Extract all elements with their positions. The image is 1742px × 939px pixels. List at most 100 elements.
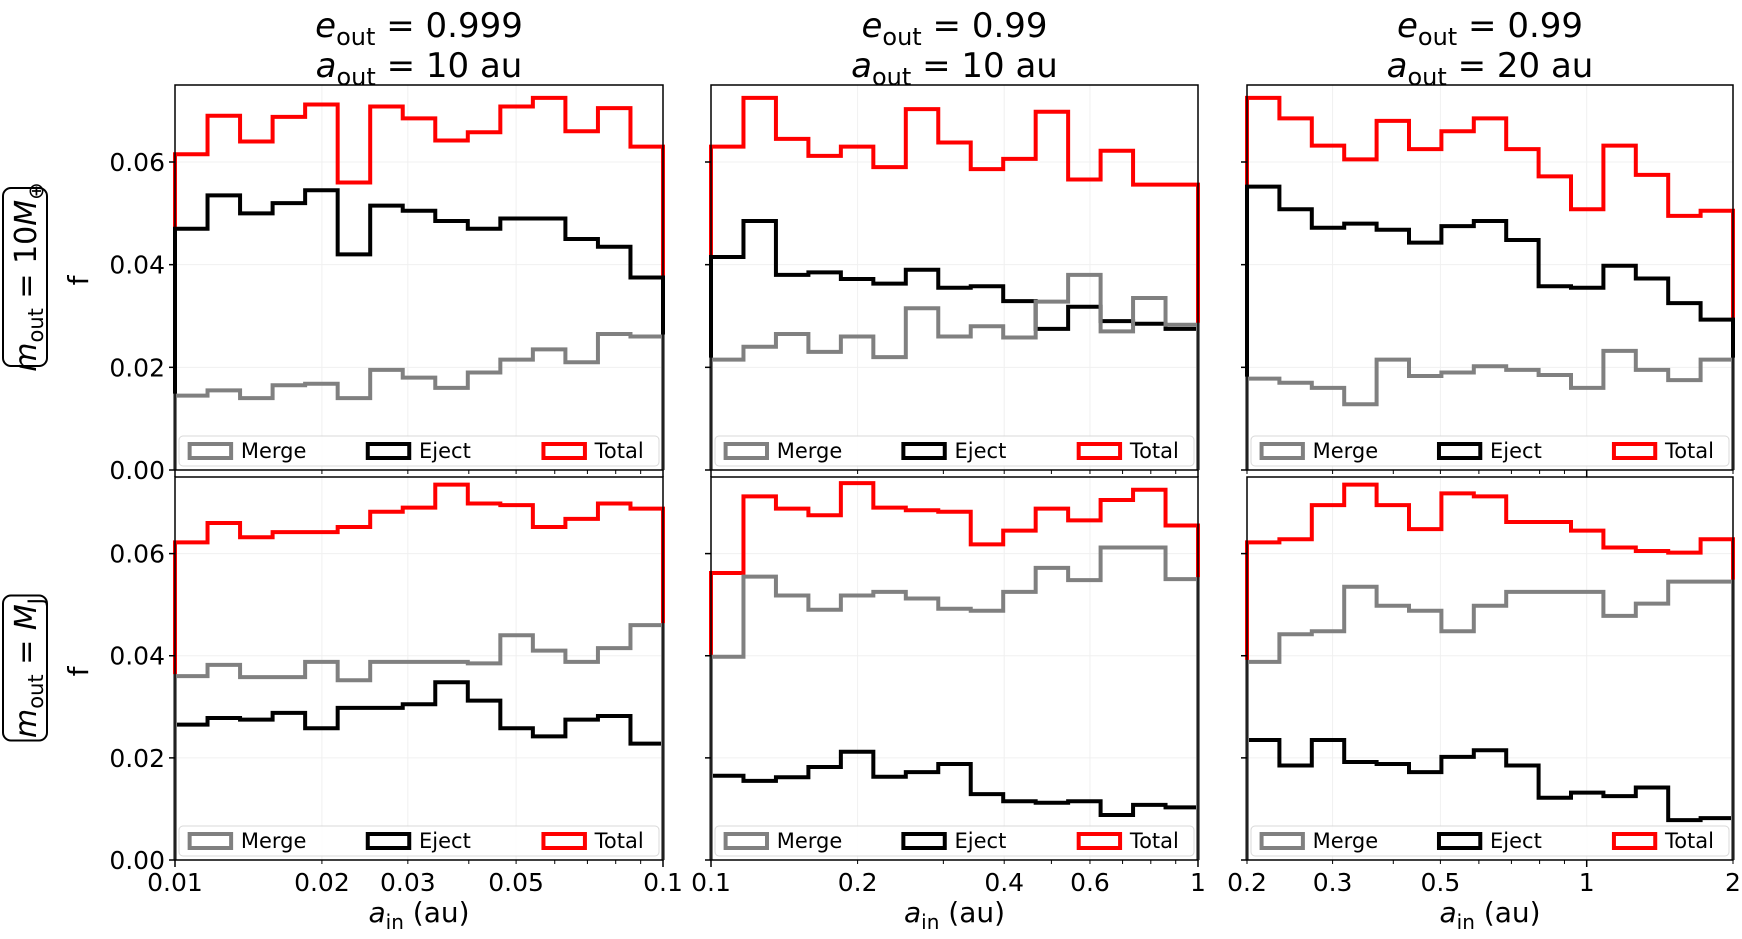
x-tick-label: 0.2 [1227,868,1267,897]
column-title-e-0: eout = 0.999 [315,6,523,51]
panel-r1-c2: 0.2 0.3 0.5 1 2 Merge Eject Total [1227,476,1741,897]
row-label-text: mout = 10M⊕ [9,182,48,372]
legend: Merge Eject Total [714,435,1195,467]
x-tick-label: 0.03 [380,868,436,897]
x-tick-label: 0.3 [1313,868,1353,897]
legend-label-total: Total [594,439,644,463]
row-label-box [2,187,48,367]
legend-box [1250,825,1730,857]
row-label-0: mout = 10M⊕ [2,182,48,372]
x-tick-label: 0.02 [294,868,350,897]
histogram-eject [1245,737,1735,860]
column-title-e-2: eout = 0.99 [1397,6,1583,51]
legend-box [714,825,1195,857]
column-title-e-1: eout = 0.99 [861,6,1047,51]
column-title-a-1: aout = 10 au [851,46,1058,91]
legend-swatch-total [1611,442,1658,460]
legend-swatch-eject [1436,832,1483,850]
row-label-box [2,594,48,742]
legend-label-eject: Eject [419,829,471,853]
panel-r1-c1: 0.1 0.2 0.4 0.6 1 Merge Eject Total [691,476,1206,897]
legend-label-eject: Eject [955,439,1007,463]
histogram-eject [1245,184,1735,470]
legend: Merge Eject Total [714,825,1195,857]
legend-swatch-merge [187,832,234,850]
axes-frame [174,476,664,861]
histogram-merge [173,623,665,860]
legend-swatch-merge [1259,832,1305,850]
legend-label-merge: Merge [241,829,307,853]
column-title-a-0: aout = 10 au [316,46,523,91]
legend-label-eject: Eject [1490,829,1542,853]
histogram-merge [1245,579,1735,860]
axes-frame [710,476,1199,861]
histogram-merge [709,272,1200,470]
histogram-total [1245,482,1735,860]
histogram-eject [709,219,1200,470]
histogram-total [709,95,1200,470]
legend-label-eject: Eject [955,829,1007,853]
y-tick-label: 0.04 [109,642,165,671]
histogram-eject [173,188,665,470]
legend: Merge Eject Total [178,435,660,467]
legend-swatch-eject [901,832,947,850]
histogram-merge [173,331,665,470]
y-tick-label: 0.02 [109,744,165,773]
legend-swatch-merge [1259,442,1305,460]
legend-swatch-merge [723,442,770,460]
x-tick-label: 0.6 [1070,868,1110,897]
x-tick-label: 0.4 [984,868,1024,897]
y-tick-label: 0.02 [109,353,165,382]
legend-label-merge: Merge [1313,829,1379,853]
axes-frame [1246,476,1734,861]
legend-swatch-total [541,832,587,850]
x-tick-label: 0.1 [691,868,731,897]
legend-swatch-eject [365,442,412,460]
y-axis-label: f [62,665,95,676]
legend: Merge Eject Total [1250,825,1730,857]
legend: Merge Eject Total [1250,435,1730,467]
legend-label-eject: Eject [419,439,471,463]
y-tick-label: 0.06 [109,540,165,569]
row-label-text: mout = MJ [9,598,48,738]
legend-label-merge: Merge [1313,439,1379,463]
legend-label-total: Total [1129,439,1179,463]
legend-label-merge: Merge [777,439,843,463]
y-tick-label: 0.04 [109,251,165,280]
x-axis-label-0: ain (au) [368,896,469,934]
histogram-total [173,95,665,470]
legend-label-total: Total [594,829,644,853]
y-tick-label: 0.00 [109,456,165,485]
x-axis-label-2: ain (au) [1439,896,1540,934]
legend-swatch-eject [1436,442,1483,460]
legend-box [1250,435,1730,467]
legend-box [714,435,1195,467]
legend-label-total: Total [1129,829,1179,853]
histogram-merge [709,545,1200,860]
histogram-total [173,482,665,860]
panel-r0-c1: Merge Eject Total [705,84,1200,477]
legend-label-total: Total [1664,829,1714,853]
panel-r0-c2: Merge Eject Total [1241,84,1735,477]
legend-label-merge: Merge [241,439,307,463]
axes-frame [1246,84,1734,471]
row-label-1: mout = MJ [2,594,48,742]
legend-label-total: Total [1664,439,1714,463]
legend-swatch-total [1076,442,1123,460]
legend-swatch-total [1611,832,1658,850]
legend-swatch-merge [187,442,234,460]
x-tick-label: 0.1 [643,868,683,897]
legend-swatch-total [1076,832,1123,850]
panel-r0-c0: 0.00 0.02 0.04 0.06 Merge Eject Total [109,84,665,485]
legend-swatch-total [541,442,587,460]
panel-r1-c0: 0.00 0.02 0.04 0.06 0.01 0.02 0.03 0.05 0.1 Merge… [109,476,683,897]
y-tick-label: 0.00 [109,846,165,875]
legend-box [178,825,660,857]
legend-label-eject: Eject [1490,439,1542,463]
axes-frame [710,84,1199,471]
x-tick-label: 0.05 [488,868,544,897]
legend-box [178,435,660,467]
x-tick-label: 1 [1190,868,1206,897]
axes-frame [174,84,664,471]
